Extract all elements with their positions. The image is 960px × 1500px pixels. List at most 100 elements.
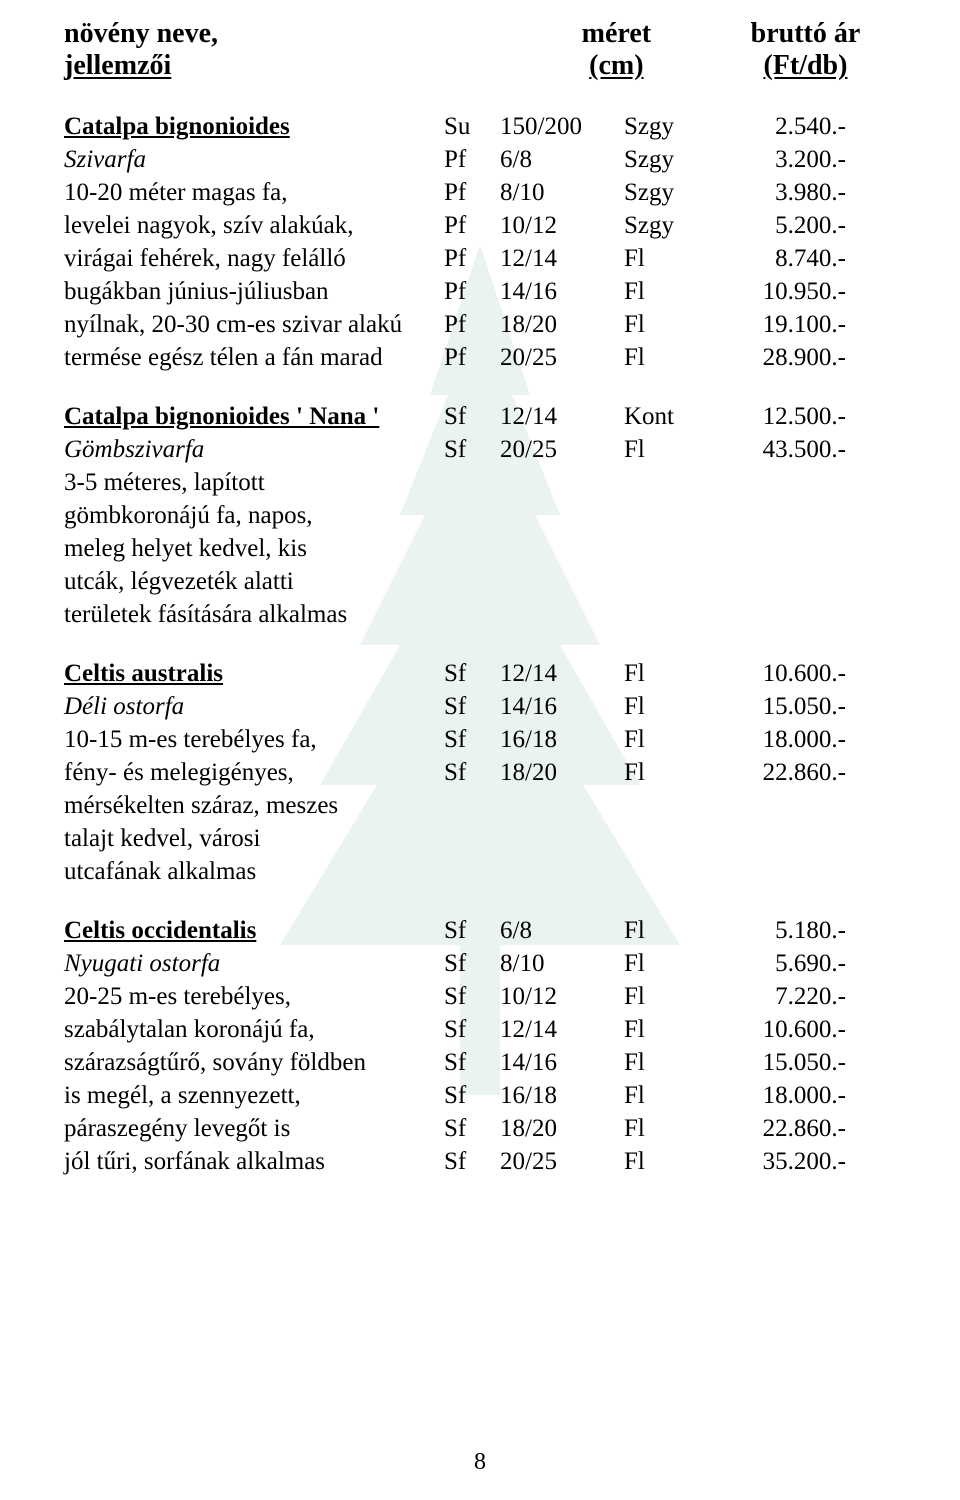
row-size: 20/25	[500, 341, 624, 374]
row-size: 18/20	[500, 1112, 624, 1145]
row-price: 10.950.-	[718, 275, 846, 308]
row-code: Su	[444, 110, 500, 143]
row-size: 12/14	[500, 1013, 624, 1046]
row-pack: Szgy	[624, 143, 718, 176]
price-row: 10-15 m-es terebélyes fa,Sf16/18Fl18.000…	[64, 723, 900, 756]
row-price: 15.050.-	[718, 1046, 846, 1079]
price-row: termése egész télen a fán maradPf20/25Fl…	[64, 341, 900, 374]
description-line: utcafának alkalmas	[64, 855, 444, 888]
row-pack: Fl	[624, 242, 718, 275]
row-size: 14/16	[500, 690, 624, 723]
row-size: 16/18	[500, 723, 624, 756]
row-name: szabálytalan koronájú fa,	[64, 1013, 444, 1046]
row-pack: Szgy	[624, 176, 718, 209]
row-name: virágai fehérek, nagy felálló	[64, 242, 444, 275]
row-pack: Fl	[624, 433, 718, 466]
row-code: Sf	[444, 980, 500, 1013]
description-line: 3-5 méteres, lapított	[64, 466, 444, 499]
row-pack: Fl	[624, 657, 718, 690]
row-code: Sf	[444, 1013, 500, 1046]
row-pack: Szgy	[624, 110, 718, 143]
row-code: Pf	[444, 341, 500, 374]
row-name: 10-20 méter magas fa,	[64, 176, 444, 209]
row-name: páraszegény levegőt is	[64, 1112, 444, 1145]
row-price: 15.050.-	[718, 690, 846, 723]
row-code: Sf	[444, 690, 500, 723]
row-price: 7.220.-	[718, 980, 846, 1013]
row-code: Sf	[444, 914, 500, 947]
price-list: Catalpa bignonioidesSu150/200Szgy2.540.-…	[64, 110, 900, 1178]
row-name: Catalpa bignonioides ' Nana '	[64, 400, 444, 433]
row-pack: Fl	[624, 690, 718, 723]
header-name: növény neve, jellemzői	[64, 18, 522, 82]
row-code: Sf	[444, 400, 500, 433]
price-row: 10-20 méter magas fa,Pf8/10Szgy3.980.-	[64, 176, 900, 209]
row-size: 18/20	[500, 756, 624, 789]
row-size: 20/25	[500, 1145, 624, 1178]
price-row: Catalpa bignonioides ' Nana 'Sf12/14Kont…	[64, 400, 900, 433]
row-price: 35.200.-	[718, 1145, 846, 1178]
description-line: utcák, légvezeték alatti	[64, 565, 444, 598]
row-pack: Fl	[624, 1046, 718, 1079]
row-pack: Fl	[624, 1013, 718, 1046]
row-code: Pf	[444, 176, 500, 209]
row-pack: Szgy	[624, 209, 718, 242]
row-name: 10-15 m-es terebélyes fa,	[64, 723, 444, 756]
row-name: Celtis occidentalis	[64, 914, 444, 947]
header-price-line1: bruttó ár	[711, 18, 900, 50]
row-price: 5.180.-	[718, 914, 846, 947]
row-price: 5.200.-	[718, 209, 846, 242]
header-size-line2: (cm)	[522, 50, 711, 82]
row-code: Sf	[444, 1145, 500, 1178]
row-code: Sf	[444, 1112, 500, 1145]
row-code: Sf	[444, 756, 500, 789]
row-size: 18/20	[500, 308, 624, 341]
row-name: termése egész télen a fán marad	[64, 341, 444, 374]
description-line: talajt kedvel, városi	[64, 822, 444, 855]
row-price: 18.000.-	[718, 723, 846, 756]
row-price: 12.500.-	[718, 400, 846, 433]
price-row: nyílnak, 20-30 cm-es szivar alakúPf18/20…	[64, 308, 900, 341]
price-row: szárazságtűrő, sovány földbenSf14/16Fl15…	[64, 1046, 900, 1079]
row-size: 14/16	[500, 275, 624, 308]
plant-block: Celtis occidentalisSf6/8Fl5.180.-Nyugati…	[64, 914, 900, 1178]
row-price: 3.980.-	[718, 176, 846, 209]
price-row: virágai fehérek, nagy felállóPf12/14Fl8.…	[64, 242, 900, 275]
row-size: 8/10	[500, 176, 624, 209]
price-row: SzivarfaPf6/8Szgy3.200.-	[64, 143, 900, 176]
row-pack: Kont	[624, 400, 718, 433]
price-row: is megél, a szennyezett,Sf16/18Fl18.000.…	[64, 1079, 900, 1112]
price-row: jól tűri, sorfának alkalmasSf20/25Fl35.2…	[64, 1145, 900, 1178]
row-name: Déli ostorfa	[64, 690, 444, 723]
description-line: területek fásítására alkalmas	[64, 598, 444, 631]
row-name: levelei nagyok, szív alakúak,	[64, 209, 444, 242]
description-line: gömbkoronájú fa, napos,	[64, 499, 444, 532]
row-price: 3.200.-	[718, 143, 846, 176]
row-price: 10.600.-	[718, 657, 846, 690]
row-name: Nyugati ostorfa	[64, 947, 444, 980]
row-code: Sf	[444, 433, 500, 466]
header-name-line2: jellemzői	[64, 50, 522, 82]
page-number: 8	[0, 1449, 960, 1476]
price-row: Celtis occidentalisSf6/8Fl5.180.-	[64, 914, 900, 947]
row-size: 8/10	[500, 947, 624, 980]
row-name: jól tűri, sorfának alkalmas	[64, 1145, 444, 1178]
row-pack: Fl	[624, 308, 718, 341]
row-price: 22.860.-	[718, 756, 846, 789]
row-price: 8.740.-	[718, 242, 846, 275]
row-name: Celtis australis	[64, 657, 444, 690]
price-row: bugákban június-júliusbanPf14/16Fl10.950…	[64, 275, 900, 308]
row-price: 18.000.-	[718, 1079, 846, 1112]
row-name: bugákban június-júliusban	[64, 275, 444, 308]
row-size: 16/18	[500, 1079, 624, 1112]
plant-block: Catalpa bignonioides ' Nana 'Sf12/14Kont…	[64, 400, 900, 631]
row-code: Sf	[444, 657, 500, 690]
header-price: bruttó ár (Ft/db)	[711, 18, 900, 82]
row-pack: Fl	[624, 980, 718, 1013]
page-content: növény neve, jellemzői méret (cm) bruttó…	[0, 0, 960, 1178]
row-name: szárazságtűrő, sovány földben	[64, 1046, 444, 1079]
header-size-line1: méret	[522, 18, 711, 50]
row-code: Sf	[444, 723, 500, 756]
row-price: 2.540.-	[718, 110, 846, 143]
price-row: 20-25 m-es terebélyes,Sf10/12Fl7.220.-	[64, 980, 900, 1013]
